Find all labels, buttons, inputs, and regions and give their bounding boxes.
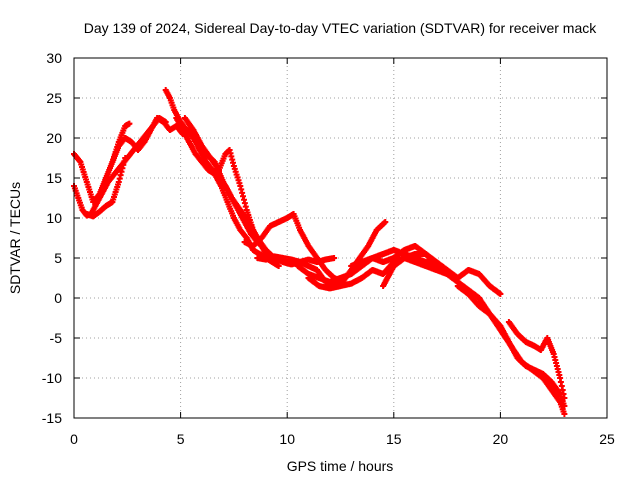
plot-frame bbox=[73, 57, 608, 419]
y-tick-label: 25 bbox=[46, 90, 62, 106]
chart-title: Day 139 of 2024, Sidereal Day-to-day VTE… bbox=[84, 20, 597, 36]
series-points bbox=[186, 127, 338, 268]
y-tick-label: 5 bbox=[54, 250, 62, 266]
y-tick-label: 20 bbox=[46, 130, 62, 146]
x-tick-label: 0 bbox=[70, 431, 78, 447]
y-tick-label: -15 bbox=[42, 410, 62, 426]
x-axis-label: GPS time / hours bbox=[287, 458, 394, 474]
y-tick-label: 30 bbox=[46, 50, 62, 66]
series-C bbox=[83, 155, 129, 220]
y-tick-label: 15 bbox=[46, 170, 62, 186]
series-points bbox=[380, 255, 568, 417]
data-series bbox=[71, 87, 568, 417]
series-points bbox=[83, 155, 129, 220]
series-H bbox=[186, 127, 338, 268]
axis-ticks: 0 5 10 15 20 25 -15 -10 -5 0 5 10 15 20 25 30 bbox=[42, 50, 615, 447]
series-points bbox=[71, 115, 169, 219]
y-tick-label: 0 bbox=[54, 290, 62, 306]
y-tick-label: -10 bbox=[42, 370, 62, 386]
x-tick-label: 10 bbox=[279, 431, 295, 447]
series-points bbox=[241, 211, 346, 285]
series-B bbox=[71, 115, 169, 219]
y-tick-label: 10 bbox=[46, 210, 62, 226]
y-axis-label: SDTVAR / TECUs bbox=[7, 182, 23, 294]
x-tick-label: 5 bbox=[177, 431, 185, 447]
x-tick-label: 15 bbox=[386, 431, 402, 447]
series-N bbox=[380, 255, 568, 417]
series-I bbox=[241, 211, 346, 285]
x-tick-label: 25 bbox=[599, 431, 615, 447]
series-O bbox=[454, 283, 568, 409]
y-tick-label: -5 bbox=[50, 330, 63, 346]
x-tick-label: 20 bbox=[493, 431, 509, 447]
series-points bbox=[454, 283, 568, 409]
series-points bbox=[109, 115, 186, 165]
series-points bbox=[505, 319, 568, 401]
series-D bbox=[109, 115, 186, 165]
series-P bbox=[505, 319, 568, 401]
